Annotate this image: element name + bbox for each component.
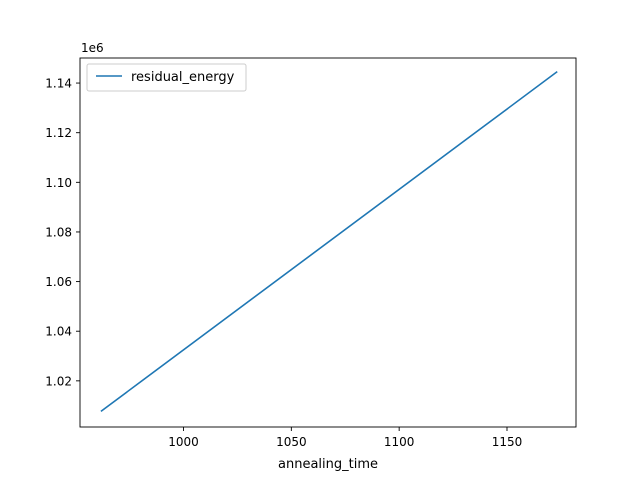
y-axis: 1.02 1.04 1.06 1.08 1.10 1.12 1.14 [45, 77, 80, 388]
x-tick-label-1050: 1050 [276, 435, 307, 449]
legend: residual_energy [86, 63, 247, 92]
y-tick-label-1.10: 1.10 [45, 176, 72, 190]
y-tick-label-1.04: 1.04 [45, 325, 72, 339]
legend-entry-residual-energy: residual_energy [131, 70, 235, 85]
y-tick-label-1.08: 1.08 [45, 225, 72, 239]
x-tick-label-1150: 1150 [492, 435, 523, 449]
y-tick-label-1.02: 1.02 [45, 374, 72, 388]
x-tick-label-1000: 1000 [168, 435, 199, 449]
y-tick-label-1.12: 1.12 [45, 126, 72, 140]
plot-area [79, 57, 577, 428]
axes-frame [79, 57, 577, 428]
series-line-residual-energy [100, 71, 558, 412]
x-tick-label-1100: 1100 [384, 435, 415, 449]
y-offset-label: 1e6 [81, 41, 104, 55]
x-axis: 1000 1050 1100 1150 [168, 427, 522, 449]
x-axis-label: annealing_time [278, 457, 378, 472]
y-tick-label-1.06: 1.06 [45, 275, 72, 289]
y-tick-label-1.14: 1.14 [45, 77, 72, 91]
legend-box [86, 63, 247, 92]
